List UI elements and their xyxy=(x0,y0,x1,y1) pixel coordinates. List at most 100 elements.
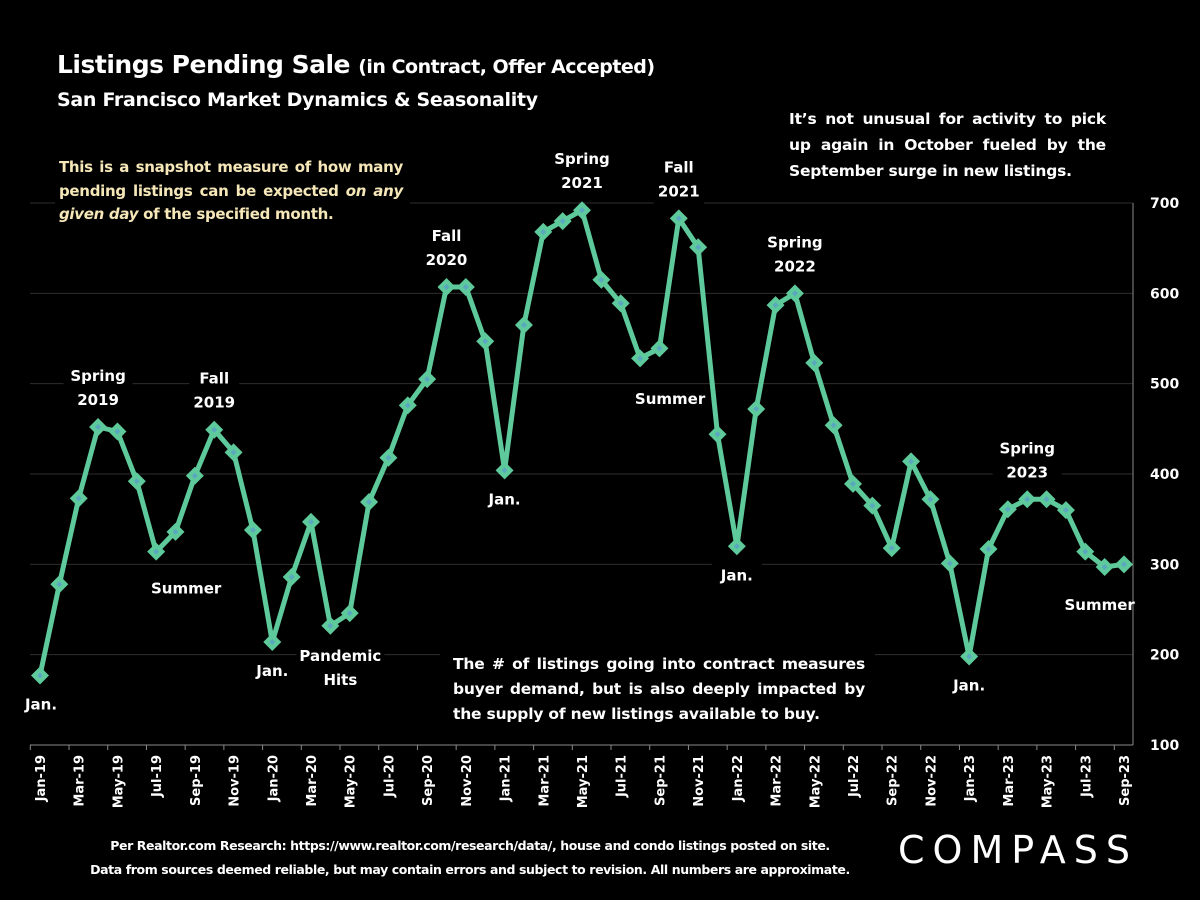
annotation-backdrop xyxy=(547,147,617,198)
data-point-marker-center xyxy=(830,422,837,429)
data-point-Apr-22 xyxy=(785,284,804,303)
x-tick-label: Jan-19 xyxy=(34,755,49,802)
annotation-text: Jan. xyxy=(720,566,753,584)
data-point-May-19 xyxy=(108,422,127,441)
data-point-Jul-23 xyxy=(1076,542,1095,561)
chart-subtitle: San Francisco Market Dynamics & Seasonal… xyxy=(57,89,538,111)
annotation-text: Summer xyxy=(1064,596,1135,614)
data-point-marker-center xyxy=(56,581,63,588)
snapshot-note: This is a snapshot measure of how many p… xyxy=(59,156,403,227)
data-point-Mar-23 xyxy=(998,500,1017,519)
data-point-Jan-23 xyxy=(960,647,979,666)
data-point-Mar-19 xyxy=(69,489,88,508)
data-point-Jul-22 xyxy=(844,474,862,493)
x-tick-label: Jul-20 xyxy=(382,755,397,798)
data-point-Nov-21 xyxy=(689,238,708,257)
annotation-spring-2019: Spring 2019 xyxy=(70,367,126,409)
annotation-spring-2021: Spring 2021 xyxy=(554,150,610,192)
data-point-marker-center xyxy=(850,480,856,487)
annotation-text: 2020 xyxy=(426,251,468,269)
annotation-backdrop xyxy=(63,364,133,415)
data-point-marker-center xyxy=(462,284,469,291)
annotation-text: 2019 xyxy=(193,394,235,412)
data-point-marker-center xyxy=(675,215,682,222)
annotation-text: Summer xyxy=(151,580,222,598)
annotation-text: Fall xyxy=(199,370,229,388)
data-point-Jul-19 xyxy=(147,542,166,561)
annotation-backdrop xyxy=(760,230,830,281)
x-tick-label: Mar-19 xyxy=(73,755,88,807)
annotation-backdrop xyxy=(151,576,221,603)
data-point-Nov-19 xyxy=(224,443,243,462)
chart-title: Listings Pending Sale (in Contract, Offe… xyxy=(57,50,655,79)
annotation-pandemic-hits: Pandemic Hits xyxy=(299,647,381,689)
data-point-marker-center xyxy=(211,426,218,433)
annotation-spring-2023: Spring 2023 xyxy=(999,439,1055,481)
data-point-marker-center xyxy=(404,402,411,409)
annotation-backdrop xyxy=(1065,593,1135,620)
summer-backdrop xyxy=(1125,580,1145,620)
october-note: It’s not unusual for activity to pick up… xyxy=(789,110,1106,180)
data-point-marker-center xyxy=(656,345,663,352)
y-tick-label: 600 xyxy=(1150,286,1179,302)
data-point-marker-center xyxy=(424,376,431,383)
data-point-May-21 xyxy=(573,201,591,220)
data-point-marker-center xyxy=(1082,548,1089,555)
data-point-marker-center xyxy=(133,478,140,485)
data-point-marker-center xyxy=(327,622,334,629)
annotation-backdrop xyxy=(711,563,762,590)
annotation-backdrop xyxy=(421,224,472,275)
data-point-Aug-20 xyxy=(398,396,417,415)
y-tick-label: 100 xyxy=(1150,738,1179,754)
x-tick-label: Jan-20 xyxy=(266,755,281,802)
x-tick-label: Sep-23 xyxy=(1118,755,1133,806)
data-point-marker-center xyxy=(153,548,160,555)
data-point-marker-center xyxy=(772,302,779,309)
note-backdrop-bottom xyxy=(440,645,875,730)
data-point-marker-center xyxy=(946,560,953,567)
annotation-backdrop xyxy=(944,673,995,700)
data-point-marker-center xyxy=(1043,496,1050,503)
x-tick-label: May-22 xyxy=(808,755,823,808)
data-point-marker-center xyxy=(114,428,121,435)
annotation-text: Jan. xyxy=(952,676,985,694)
data-point-May-23 xyxy=(1037,490,1056,509)
data-point-Feb-21 xyxy=(514,315,533,334)
data-point-marker-center xyxy=(985,545,992,552)
data-point-Feb-20 xyxy=(282,567,301,586)
data-point-marker-center xyxy=(37,672,43,679)
data-point-Sep-21 xyxy=(650,339,669,358)
x-tick-label: May-21 xyxy=(576,755,591,808)
series-markers xyxy=(31,201,1133,685)
annotation-text: Spring xyxy=(70,367,126,385)
data-point-marker-center xyxy=(695,244,702,251)
x-tick-label: Nov-20 xyxy=(460,755,475,807)
annotation-spring-2022: Spring 2022 xyxy=(767,233,823,275)
annotation-text: Hits xyxy=(323,671,357,689)
annotation-text: 2021 xyxy=(658,182,700,200)
data-point-Dec-22 xyxy=(940,554,959,573)
disclaimer-footnote: Data from sources deemed reliable, but m… xyxy=(90,862,850,877)
y-tick-label: 700 xyxy=(1150,196,1179,212)
compass-logo: COMPASS xyxy=(898,828,1138,872)
annotation-fall-2020: Fall 2020 xyxy=(426,227,468,269)
data-point-marker-center xyxy=(1004,506,1011,513)
annotation-backdrop xyxy=(16,692,66,719)
data-point-marker-center xyxy=(811,359,818,366)
axes: 100 200 300 400 500 600 700 Jan-19 Mar-19 May-19 J… xyxy=(29,196,1179,808)
data-point-Apr-20 xyxy=(321,616,340,635)
note-backdrop-left xyxy=(55,150,410,222)
data-point-Apr-21 xyxy=(553,212,572,231)
data-point-Aug-23 xyxy=(1095,558,1114,577)
data-point-Apr-19 xyxy=(89,418,108,437)
data-point-Sep-19 xyxy=(185,466,204,485)
data-point-marker-center xyxy=(249,527,256,534)
data-point-marker-center xyxy=(1062,507,1069,514)
annotations: Jan. Spring 2019 Summer Fall 2019 Jan. Pandemic… xyxy=(24,150,1135,713)
data-point-Jul-20 xyxy=(379,448,398,467)
data-point-Jan-22 xyxy=(727,537,746,556)
data-point-Jul-21 xyxy=(611,294,630,313)
annotation-text: Spring xyxy=(554,150,610,168)
annotation-text: Spring xyxy=(767,233,823,251)
annotation-jan: Jan. xyxy=(952,676,985,694)
